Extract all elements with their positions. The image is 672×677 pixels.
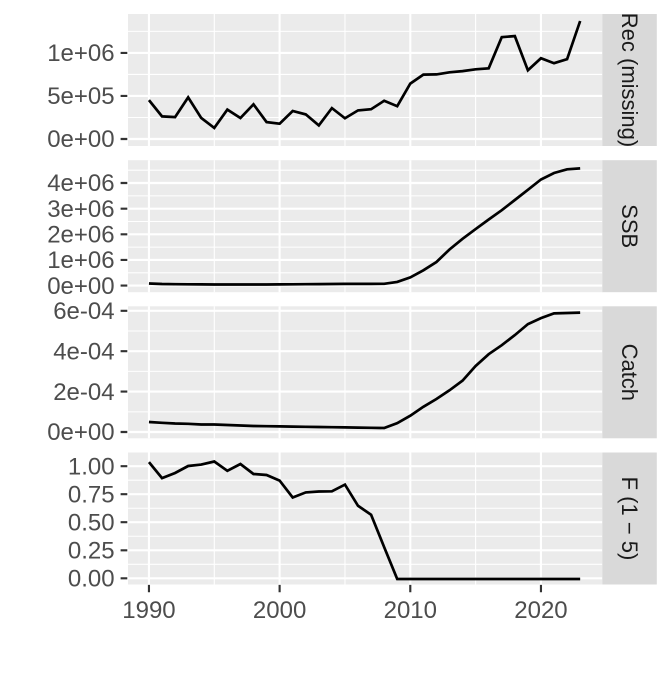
svg-text:2000: 2000 xyxy=(253,597,306,624)
svg-text:0.00: 0.00 xyxy=(68,566,115,593)
svg-text:Catch: Catch xyxy=(617,344,642,401)
svg-text:6e-04: 6e-04 xyxy=(53,298,114,325)
svg-text:2e-04: 2e-04 xyxy=(53,379,114,406)
svg-text:2010: 2010 xyxy=(384,597,437,624)
svg-text:5e+05: 5e+05 xyxy=(47,83,114,110)
svg-text:2e+06: 2e+06 xyxy=(47,222,114,249)
svg-text:Rec (missing): Rec (missing) xyxy=(617,13,642,147)
svg-text:4e-04: 4e-04 xyxy=(53,338,114,365)
svg-text:0e+00: 0e+00 xyxy=(47,273,114,300)
svg-text:0e+00: 0e+00 xyxy=(47,126,114,153)
svg-text:4e+06: 4e+06 xyxy=(47,170,114,197)
svg-text:1.00: 1.00 xyxy=(68,453,115,480)
svg-text:0e+00: 0e+00 xyxy=(47,419,114,446)
svg-text:0.25: 0.25 xyxy=(68,537,115,564)
svg-text:0.75: 0.75 xyxy=(68,481,115,508)
svg-text:0.50: 0.50 xyxy=(68,509,115,536)
svg-text:1990: 1990 xyxy=(122,597,175,624)
svg-text:2020: 2020 xyxy=(514,597,567,624)
svg-text:SSB: SSB xyxy=(617,204,642,248)
svg-text:F (1 − 5): F (1 − 5) xyxy=(617,477,642,561)
svg-text:3e+06: 3e+06 xyxy=(47,196,114,223)
svg-text:1e+06: 1e+06 xyxy=(47,247,114,274)
svg-text:1e+06: 1e+06 xyxy=(47,40,114,67)
